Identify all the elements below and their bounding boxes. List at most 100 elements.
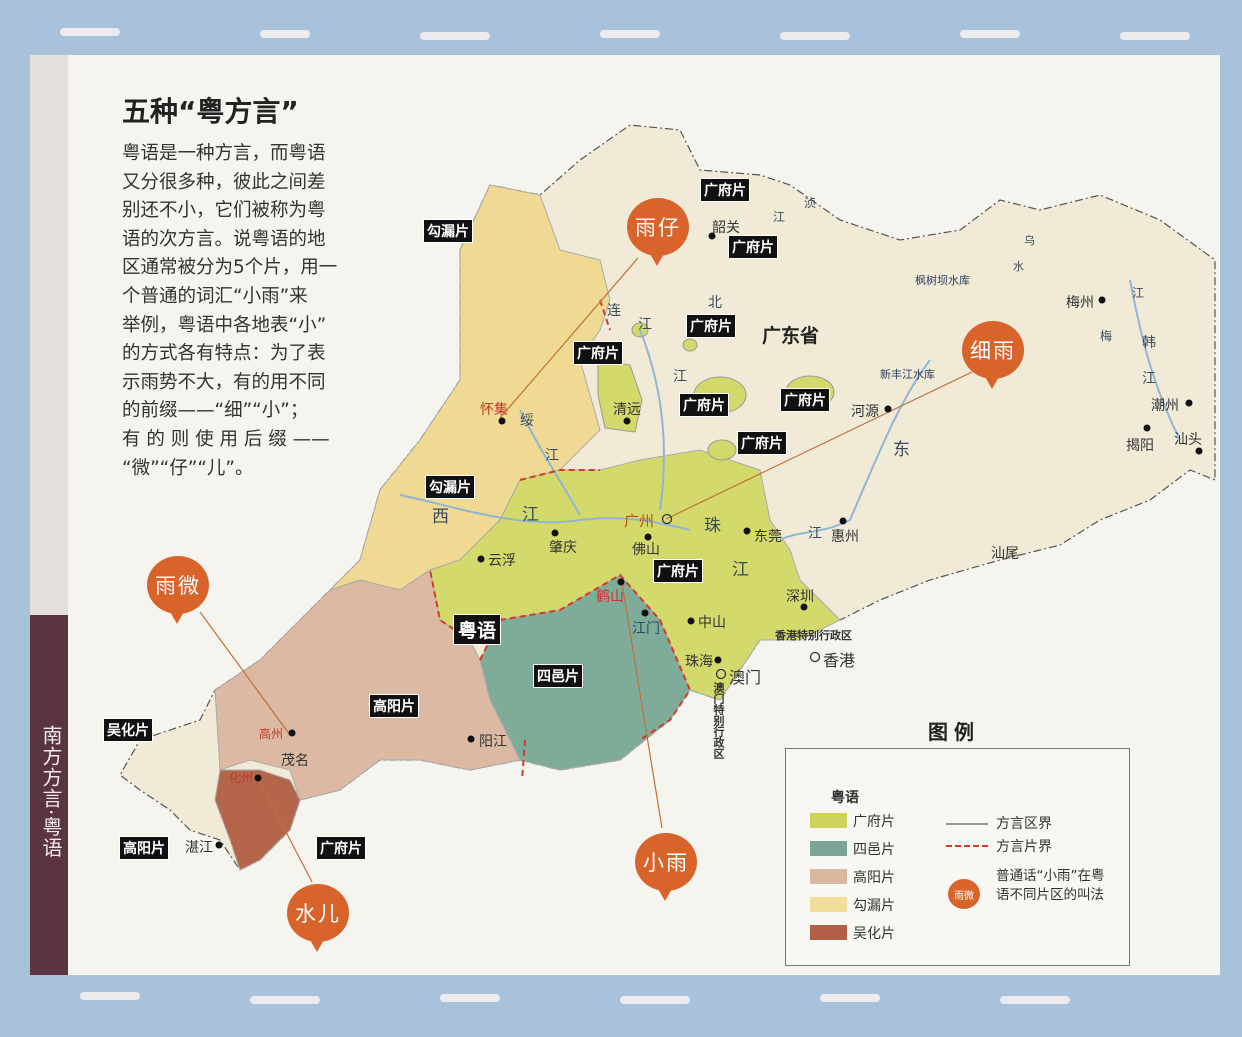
paragraph-line: 粤语是一种方言，而粤语 [122,143,326,164]
dialect-tag: 广府片 [780,388,830,412]
dialect-tag: 广府片 [653,559,703,583]
city-label: 潮州 [1151,398,1179,414]
paragraph-line: 有 的 则 使 用 后 缀 —— [122,428,330,450]
side-strip-label: 南方方言·粤语 [39,725,63,859]
dialect-tag: 四邑片 [533,664,583,688]
bubble-leader-lines [199,257,973,883]
river-label: 绥 [520,413,534,429]
speech-bubble-yuwei: 雨微 [147,556,209,624]
legend-label: 四邑片 [853,842,895,858]
reservoir-label: 新丰江水库 [880,368,935,381]
city-label: 河源 [851,404,879,420]
paragraph-line: 又分很多种，彼此之间差 [122,171,326,193]
hong-kong-sar-label: 香港特别行政区 [775,629,852,642]
city-label: 化州 [229,771,254,785]
river-label: 江 [545,448,559,464]
river-label: 梅 [1100,329,1113,343]
river-label: 江 [1132,286,1145,300]
dialect-tag: 广府片 [728,235,778,259]
river-label: 东 [893,440,910,460]
river-label: 江 [808,526,822,542]
river-label: 江 [1142,371,1156,387]
city-label: 韶关 [712,220,740,236]
legend-swatch [810,813,847,828]
paragraph-line: 别还不小，它们被称为粤 [122,200,326,222]
river-label: 韩 [1142,335,1156,351]
river-label: 水 [1013,260,1024,273]
legend-swatch [810,897,847,912]
legend-swatch [810,869,847,884]
city-label-capital: 广州 [624,512,655,530]
city-label: 阳江 [479,734,507,750]
legend-swatch [810,925,847,940]
legend-label: 勾漏片 [853,898,895,914]
river-label: 江 [638,317,652,333]
city-label: 江门 [632,621,660,637]
city-label: 中山 [698,615,726,631]
city-label: 高州 [259,727,284,741]
city-label: 惠州 [831,529,859,545]
legend-group-label: 粤语 [831,790,859,806]
speech-bubble-xiyu: 细雨 [962,321,1024,389]
region-wuhua [214,769,301,871]
map-legend: 粤语 广府片 四邑片 高阳片 勾漏片 吴化片 方言区界 方言片界 雨微 普通话“… [785,748,1130,966]
legend-line-label: 方言区界 [996,816,1052,832]
city-label: 茂名 [281,753,309,769]
city-label: 深圳 [786,589,814,605]
speech-bubble-yuzai: 雨仔 [627,198,689,266]
legend-line-label: 方言片界 [996,839,1052,855]
city-label: 佛山 [632,542,660,558]
side-strip [30,55,68,615]
city-label: 梅州 [1066,295,1094,311]
paragraph-line: “微”“仔”“儿”。 [122,457,254,479]
dialect-tag: 高阳片 [119,836,169,860]
speech-bubble-xiaoyu: 小雨 [635,833,697,901]
legend-dashed-line [946,845,988,847]
city-label: 汕尾 [991,546,1019,562]
province-label: 广东省 [762,325,820,347]
dialect-tag: 广府片 [737,431,787,455]
city-label: 怀集 [480,402,508,418]
city-label: 湛江 [185,840,213,856]
river-label: 西 [432,507,449,527]
river-label: 珠 [704,516,721,536]
city-label: 清远 [613,402,641,418]
dialect-tag: 广府片 [573,341,623,365]
dialect-tag: 吴化片 [103,718,153,742]
paragraph-line: 示雨势不大，有的用不同 [122,371,326,393]
river-label: 连 [607,303,621,319]
city-label: 东莞 [754,529,782,545]
paragraph-line: 区通常被分为5个片，用一 [122,257,338,279]
legend-label: 吴化片 [853,926,895,942]
city-label: 肇庆 [549,540,577,556]
dialect-tag: 高阳片 [369,694,419,718]
city-label: 云浮 [488,553,516,569]
macau-sar-label: 澳门特别行政区 [712,682,725,759]
paragraph-line: 的方式各有特点：为了表 [122,343,326,365]
legend-bubble-desc: 普通话“小雨”在粤语不同片区的叫法 [996,868,1105,903]
paragraph-line: 的前缀——“细”“小”； [122,400,309,422]
dialect-tag: 广府片 [700,178,750,202]
river-label: 乌 [1024,234,1035,247]
legend-solid-line [946,823,988,825]
paragraph-line: 个普通的词汇“小雨”来 [122,285,308,307]
river-label: 江 [522,505,539,525]
river-label: 江 [773,210,786,224]
capital-markers [661,513,821,680]
dialect-tag: 勾漏片 [425,475,475,499]
city-label: 香港 [823,651,856,670]
city-label: 珠海 [685,654,713,670]
city-label: 澳门 [729,668,762,687]
legend-bubble-icon: 雨微 [948,879,980,909]
legend-label: 高阳片 [853,870,895,886]
dialect-tag: 广府片 [686,314,736,338]
rivers [399,279,1181,541]
city-dots [215,232,1203,849]
region-gaoyang [214,569,521,801]
city-label: 鹤山 [596,589,624,605]
city-label: 汕头 [1174,432,1202,448]
reservoir-label: 枫树坝水库 [915,274,970,287]
river-label: 浈 [804,196,817,210]
legend-title: 图例 [928,720,980,744]
